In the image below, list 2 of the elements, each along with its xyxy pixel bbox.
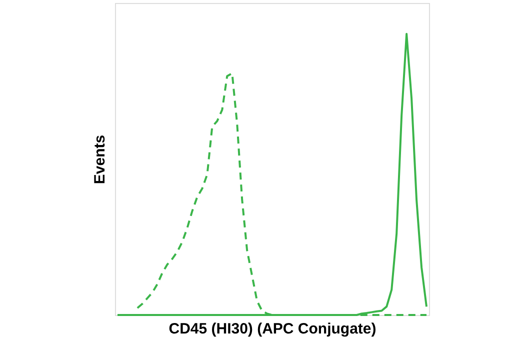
- y-axis-title: Events: [92, 134, 108, 184]
- x-axis-title: CD45 (HI30) (APC Conjugate): [168, 320, 376, 338]
